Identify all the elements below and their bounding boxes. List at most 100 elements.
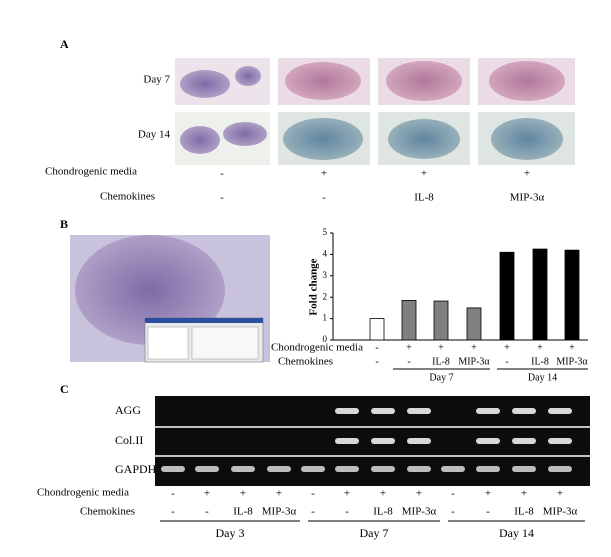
- condition: +: [416, 488, 422, 500]
- condition: IL-8: [432, 356, 450, 367]
- condition: +: [557, 488, 563, 500]
- group-label: Day 7: [429, 372, 453, 383]
- condition: MIP-3α: [262, 506, 297, 518]
- group-label: Day 7: [360, 526, 389, 540]
- gel-band: [407, 466, 431, 472]
- condition: +: [438, 342, 444, 353]
- gel-band: [512, 408, 536, 414]
- panel-label: C: [60, 382, 69, 396]
- condition: IL-8: [514, 506, 534, 518]
- gel-band: [335, 466, 359, 472]
- condition: MIP-3α: [543, 506, 578, 518]
- gel-band: [476, 408, 500, 414]
- gel-band: [512, 438, 536, 444]
- condition: -: [311, 488, 315, 500]
- y-axis-label: Fold change: [308, 258, 320, 315]
- y-tick-label: 0: [323, 334, 328, 344]
- condition: -: [375, 342, 378, 353]
- row-label: Day 14: [138, 129, 171, 141]
- bar: [499, 251, 515, 341]
- y-tick-label: 5: [323, 227, 328, 237]
- gene-label: AGG: [115, 403, 141, 417]
- gel-band: [301, 466, 325, 472]
- condition: +: [421, 168, 427, 180]
- condition: +: [485, 488, 491, 500]
- gel-band: [161, 466, 185, 472]
- condition: -: [407, 356, 410, 367]
- gel-band: [407, 438, 431, 444]
- condition: +: [380, 488, 386, 500]
- gel-band: [267, 466, 291, 472]
- y-tick-label: 1: [323, 313, 328, 323]
- y-tick-label: 2: [323, 291, 328, 301]
- bar: [532, 248, 548, 341]
- condition: +: [406, 342, 412, 353]
- condition: IL-8: [414, 192, 434, 204]
- condition: -: [322, 192, 326, 204]
- condition: IL-8: [373, 506, 393, 518]
- row-label: Chemokines: [278, 356, 333, 368]
- gel-band: [548, 408, 572, 414]
- gel-band: [512, 466, 536, 472]
- group-label: Day 14: [528, 372, 557, 383]
- panel-label: A: [60, 37, 69, 51]
- gene-label: Col.II: [115, 433, 143, 447]
- gel-band: [548, 466, 572, 472]
- bar: [369, 318, 385, 341]
- condition: +: [569, 342, 575, 353]
- gel-band: [371, 438, 395, 444]
- gel-band: [476, 466, 500, 472]
- gel-band: [476, 438, 500, 444]
- condition: +: [504, 342, 510, 353]
- condition: -: [345, 506, 349, 518]
- condition: -: [171, 506, 175, 518]
- gel-band: [407, 408, 431, 414]
- bar: [433, 300, 449, 341]
- condition: +: [344, 488, 350, 500]
- condition: +: [321, 168, 327, 180]
- condition: +: [471, 342, 477, 353]
- condition: -: [220, 192, 224, 204]
- bar: [564, 249, 580, 341]
- condition: -: [205, 506, 209, 518]
- gel-band: [371, 466, 395, 472]
- bar: [466, 307, 482, 341]
- panel-label: B: [60, 217, 68, 231]
- gel-band: [441, 466, 465, 472]
- y-tick-label: 4: [323, 248, 328, 258]
- condition: -: [486, 506, 490, 518]
- condition: IL-8: [531, 356, 549, 367]
- gel-band: [231, 466, 255, 472]
- group-label: Day 14: [499, 526, 534, 540]
- condition: +: [537, 342, 543, 353]
- condition: MIP-3α: [458, 356, 490, 367]
- row-label: Chemokines: [80, 506, 135, 518]
- condition: -: [451, 506, 455, 518]
- condition: +: [204, 488, 210, 500]
- micrographs: [70, 58, 575, 363]
- condition: +: [521, 488, 527, 500]
- gel-band: [371, 408, 395, 414]
- gel-band: [195, 466, 219, 472]
- condition: -: [171, 488, 175, 500]
- row-label: Day 7: [143, 74, 170, 86]
- condition: +: [240, 488, 246, 500]
- gel-band: [548, 438, 572, 444]
- row-label: Chemokines: [100, 191, 155, 203]
- y-tick-label: 3: [323, 270, 328, 280]
- condition: +: [524, 168, 530, 180]
- gel-band: [335, 438, 359, 444]
- condition: MIP-3α: [402, 506, 437, 518]
- condition: -: [311, 506, 315, 518]
- condition: -: [220, 168, 224, 180]
- condition: MIP-3α: [510, 192, 545, 204]
- row-label: Chondrogenic media: [37, 487, 129, 499]
- condition: -: [375, 356, 378, 367]
- condition: +: [276, 488, 282, 500]
- gel-band: [335, 408, 359, 414]
- condition: MIP-3α: [556, 356, 588, 367]
- gene-label: GAPDH: [115, 462, 157, 476]
- condition: IL-8: [233, 506, 253, 518]
- bar: [401, 300, 417, 341]
